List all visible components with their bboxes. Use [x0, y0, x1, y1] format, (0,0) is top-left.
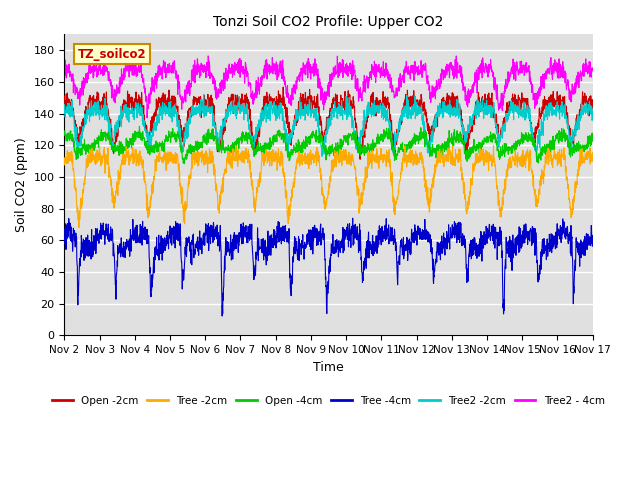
Legend: Open -2cm, Tree -2cm, Open -4cm, Tree -4cm, Tree2 -2cm, Tree2 - 4cm: Open -2cm, Tree -2cm, Open -4cm, Tree -4…	[48, 392, 609, 410]
Title: Tonzi Soil CO2 Profile: Upper CO2: Tonzi Soil CO2 Profile: Upper CO2	[213, 15, 444, 29]
Y-axis label: Soil CO2 (ppm): Soil CO2 (ppm)	[15, 137, 28, 232]
X-axis label: Time: Time	[313, 360, 344, 374]
Text: TZ_soilco2: TZ_soilco2	[77, 48, 146, 61]
